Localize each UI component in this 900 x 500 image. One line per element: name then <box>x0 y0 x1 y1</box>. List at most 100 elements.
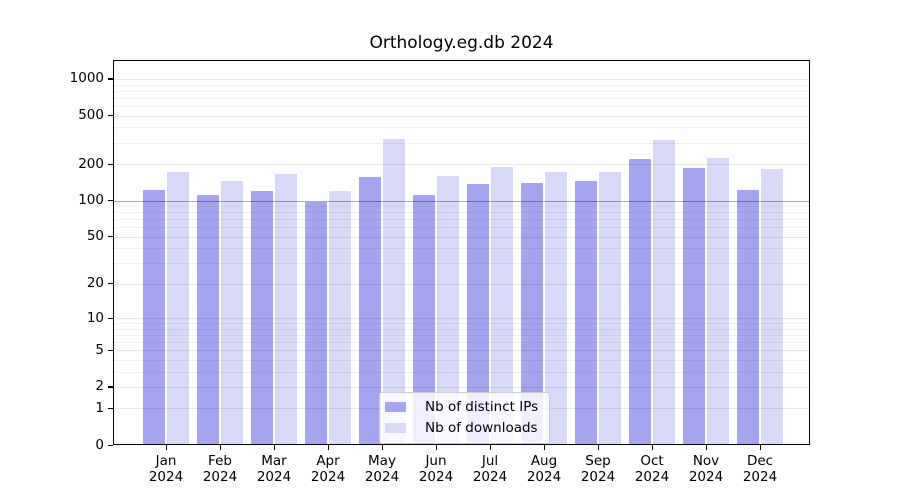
x-tick-label: Jan 2024 <box>148 453 184 485</box>
gridline <box>113 106 810 107</box>
x-tick-label: Mar 2024 <box>256 453 292 485</box>
x-tick-mark <box>705 445 707 450</box>
bar-distinct-ips-aug <box>521 183 543 445</box>
plot-area: Nb of distinct IPs Nb of downloads <box>113 60 810 445</box>
x-tick-mark <box>273 445 275 450</box>
bar-downloads-sep <box>599 171 621 445</box>
gridline <box>113 127 810 129</box>
y-tick-mark <box>108 407 113 410</box>
y-tick-mark <box>108 163 113 165</box>
bar-downloads-apr <box>329 190 351 445</box>
y-tick-mark <box>108 349 113 351</box>
bar-distinct-ips-nov <box>683 167 705 445</box>
bar-distinct-ips-oct <box>629 159 651 445</box>
gridline <box>113 219 810 221</box>
gridline <box>113 323 810 324</box>
bar-downloads-dec <box>761 169 783 445</box>
bar-downloads-jul <box>491 166 513 445</box>
gridline <box>113 350 810 352</box>
x-tick-mark <box>219 445 221 450</box>
y-tick-label: 2 <box>95 378 104 395</box>
gridline <box>113 328 810 330</box>
y-tick-mark <box>108 200 113 202</box>
y-tick-mark <box>108 283 113 285</box>
y-tick-label: 100 <box>78 192 104 208</box>
legend-swatch-distinct-ips <box>385 402 406 412</box>
x-tick-label: Nov 2024 <box>688 453 724 485</box>
x-tick-mark <box>165 445 167 450</box>
x-tick-mark <box>543 445 545 450</box>
bar-distinct-ips-jun <box>413 195 435 445</box>
bar-downloads-aug <box>545 172 567 445</box>
legend: Nb of distinct IPs Nb of downloads <box>379 392 551 444</box>
bar-downloads-feb <box>221 180 243 445</box>
gridline <box>113 248 810 250</box>
bar-distinct-ips-dec <box>737 189 759 445</box>
y-tick-label: 500 <box>78 107 104 124</box>
gridline <box>113 90 810 92</box>
x-tick-mark <box>651 445 653 450</box>
legend-entry-downloads: Nb of downloads <box>385 419 538 437</box>
x-tick-mark <box>489 445 491 450</box>
gridline <box>113 142 810 144</box>
y-tick-mark <box>108 386 113 388</box>
gridline <box>113 386 810 388</box>
y-tick-mark <box>108 444 113 446</box>
x-tick-mark <box>435 445 437 450</box>
gridline <box>113 227 810 229</box>
x-tick-label: Feb 2024 <box>202 453 238 485</box>
chart-title: Orthology.eg.db 2024 <box>369 33 554 53</box>
gridline <box>113 263 810 265</box>
bar-distinct-ips-jul <box>467 184 489 445</box>
x-tick-mark <box>327 445 329 450</box>
y-tick-mark <box>108 236 113 238</box>
x-tick-mark <box>597 445 599 450</box>
legend-label-downloads: Nb of downloads <box>425 420 538 436</box>
x-tick-label: Jun 2024 <box>418 453 454 485</box>
x-tick-label: Apr 2024 <box>310 453 346 485</box>
gridline <box>113 212 810 214</box>
gridline <box>113 97 810 99</box>
x-tick-mark <box>759 445 761 450</box>
y-tick-label: 10 <box>86 309 104 326</box>
gridline <box>113 164 810 165</box>
bar-distinct-ips-jan <box>143 190 165 445</box>
bar-downloads-oct <box>653 139 675 445</box>
y-tick-mark <box>108 115 113 117</box>
bar-downloads-nov <box>707 158 729 445</box>
legend-swatch-downloads <box>385 423 406 433</box>
bar-distinct-ips-apr <box>305 202 327 445</box>
y-tick-label: 20 <box>86 275 104 292</box>
legend-label-distinct-ips: Nb of distinct IPs <box>425 399 539 415</box>
gridline <box>113 206 810 207</box>
gridline <box>113 236 810 238</box>
bar-distinct-ips-sep <box>575 180 597 445</box>
gridline <box>113 283 810 285</box>
gridline <box>113 359 810 361</box>
bar-downloads-may <box>383 138 405 445</box>
bar-distinct-ips-feb <box>197 195 219 445</box>
y-tick-label: 1000 <box>69 70 104 87</box>
gridline <box>113 318 810 319</box>
x-tick-label: Oct 2024 <box>634 453 670 485</box>
y-tick-mark <box>108 317 113 319</box>
x-tick-mark <box>381 445 383 450</box>
gridline <box>113 341 810 343</box>
y-tick-label: 50 <box>86 228 104 245</box>
bar-downloads-jun <box>437 176 459 445</box>
x-tick-label: Aug 2024 <box>526 453 562 485</box>
bar-downloads-jan <box>167 172 189 445</box>
y-tick-label: 1 <box>95 399 104 416</box>
y-tick-label: 5 <box>95 341 104 358</box>
gridline <box>113 334 810 336</box>
x-tick-label: Dec 2024 <box>742 453 778 485</box>
gridline <box>113 200 810 202</box>
x-tick-label: Jul 2024 <box>472 453 508 485</box>
gridline <box>113 78 810 80</box>
bar-downloads-mar <box>275 174 297 445</box>
y-tick-label: 0 <box>95 436 104 453</box>
bar-distinct-ips-mar <box>251 190 273 445</box>
bar-distinct-ips-may <box>359 176 381 445</box>
gridline <box>113 371 810 373</box>
y-tick-label: 200 <box>78 155 104 172</box>
